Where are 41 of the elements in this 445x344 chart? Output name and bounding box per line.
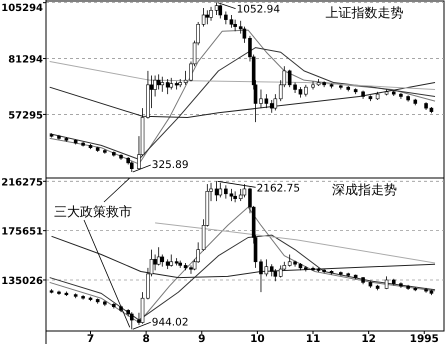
- callout: 三大政策救市: [54, 178, 132, 328]
- candlestick: [384, 276, 388, 290]
- y-tick-label: 135026: [1, 276, 44, 287]
- candlestick: [166, 258, 170, 270]
- candlestick: [169, 254, 174, 268]
- x-tick-label: 8: [142, 333, 150, 344]
- annotation: 2162.75: [256, 182, 300, 194]
- chart-title: 深成指走势: [332, 183, 397, 198]
- annotation: 944.02: [132, 316, 189, 330]
- candlestick: [174, 258, 178, 266]
- candlestick: [160, 254, 164, 268]
- y-tick-label: 57295: [8, 110, 44, 122]
- x-tick-label: 12: [361, 333, 376, 344]
- candlestick: [278, 265, 283, 278]
- x-tick-label: 10: [250, 333, 265, 344]
- y-tick-label: 216275: [1, 177, 44, 188]
- annotation: 三大政策救市: [54, 205, 132, 220]
- annotation: 1052.94: [217, 2, 280, 16]
- x-tick-label: 9: [198, 333, 206, 344]
- candlestick: [270, 264, 274, 277]
- line-series: [154, 222, 436, 264]
- x-tick-label: 11: [306, 333, 320, 344]
- y-tick-label: 175651: [1, 226, 44, 238]
- y-tick-label: 105294: [1, 3, 44, 14]
- annotation: 1052.94: [236, 4, 280, 16]
- x-tick-label: 1995: [410, 333, 439, 344]
- x-tick-label: 7: [86, 333, 94, 344]
- y-tick-label: 81294: [8, 54, 44, 66]
- annotation: 2162.75: [217, 180, 300, 194]
- candlestick: [224, 184, 228, 200]
- candlestick: [214, 180, 218, 202]
- candlestick: [230, 188, 234, 202]
- candlestick: [233, 190, 237, 203]
- line-series: [51, 236, 436, 278]
- candlestick: [242, 184, 246, 198]
- chart-title: 上证指数走势: [325, 6, 404, 21]
- candlestick: [218, 182, 222, 198]
- annotation: 325.89: [152, 158, 189, 171]
- annotation: 325.89: [132, 158, 189, 172]
- annotation: 944.02: [152, 316, 189, 328]
- candlestick: [153, 254, 157, 271]
